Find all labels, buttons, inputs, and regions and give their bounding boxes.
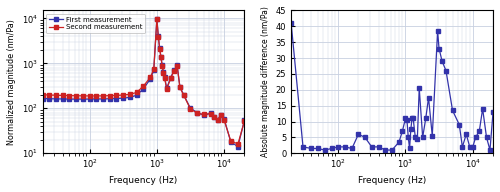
First measurement: [154, 18, 160, 20]
Second measurement: [164, 88, 170, 90]
Second measurement: [66, 94, 72, 97]
First measurement: [228, 141, 234, 143]
Second measurement: [228, 140, 234, 142]
First measurement: [148, 78, 154, 80]
Second measurement: [162, 76, 168, 79]
First measurement: [194, 112, 200, 114]
First measurement: [156, 35, 162, 37]
Y-axis label: Normalized magnitude (nm/Pa): Normalized magnitude (nm/Pa): [7, 19, 16, 145]
Second measurement: [73, 95, 79, 97]
Legend: First measurement, Second measurement: First measurement, Second measurement: [46, 14, 146, 33]
Second measurement: [211, 116, 217, 118]
First measurement: [235, 146, 241, 148]
First measurement: [93, 98, 99, 100]
First measurement: [140, 88, 146, 90]
Second measurement: [53, 94, 59, 96]
First measurement: [164, 87, 170, 89]
Second measurement: [134, 91, 140, 94]
First measurement: [134, 94, 140, 96]
First measurement: [73, 98, 79, 100]
First measurement: [127, 96, 133, 98]
First measurement: [114, 97, 119, 100]
First measurement: [156, 47, 162, 49]
Second measurement: [174, 65, 180, 67]
First measurement: [162, 76, 168, 78]
First measurement: [211, 116, 217, 118]
First measurement: [40, 97, 46, 100]
First measurement: [218, 114, 224, 116]
First measurement: [177, 86, 183, 88]
First measurement: [66, 98, 72, 100]
Second measurement: [180, 94, 186, 96]
Second measurement: [46, 94, 52, 96]
First measurement: [80, 98, 86, 100]
Second measurement: [156, 36, 162, 38]
First measurement: [180, 94, 186, 96]
First measurement: [158, 56, 164, 58]
Second measurement: [158, 56, 164, 59]
Second measurement: [168, 77, 173, 80]
First measurement: [171, 69, 177, 71]
First measurement: [100, 98, 106, 100]
First measurement: [242, 119, 248, 121]
Second measurement: [242, 120, 248, 122]
First measurement: [46, 98, 52, 100]
Second measurement: [159, 65, 165, 67]
Second measurement: [194, 112, 200, 115]
First measurement: [168, 76, 173, 79]
First measurement: [214, 119, 220, 121]
X-axis label: Frequency (Hz): Frequency (Hz): [358, 176, 426, 185]
Second measurement: [177, 86, 183, 89]
Second measurement: [40, 94, 46, 96]
Second measurement: [201, 113, 207, 116]
Second measurement: [171, 70, 177, 72]
Second measurement: [156, 48, 162, 50]
Second measurement: [148, 76, 154, 78]
First measurement: [201, 114, 207, 116]
First measurement: [86, 98, 92, 100]
Second measurement: [188, 108, 194, 110]
Second measurement: [127, 93, 133, 95]
First measurement: [208, 112, 214, 114]
Second measurement: [60, 94, 66, 97]
First measurement: [53, 98, 59, 100]
Second measurement: [208, 113, 214, 115]
Second measurement: [221, 119, 227, 122]
Second measurement: [114, 94, 119, 97]
Second measurement: [80, 95, 86, 97]
Second measurement: [107, 94, 113, 97]
First measurement: [107, 98, 113, 100]
Second measurement: [160, 72, 166, 74]
Second measurement: [93, 95, 99, 97]
Second measurement: [100, 95, 106, 97]
First measurement: [221, 118, 227, 120]
Second measurement: [86, 95, 92, 97]
Second measurement: [214, 118, 220, 121]
First measurement: [160, 71, 166, 73]
X-axis label: Frequency (Hz): Frequency (Hz): [110, 176, 178, 185]
Line: Second measurement: Second measurement: [41, 17, 246, 146]
First measurement: [188, 107, 194, 109]
Second measurement: [218, 113, 224, 116]
First measurement: [151, 69, 157, 71]
Line: First measurement: First measurement: [41, 17, 246, 148]
First measurement: [159, 64, 165, 67]
Second measurement: [235, 143, 241, 145]
Second measurement: [151, 68, 157, 70]
First measurement: [60, 98, 66, 100]
First measurement: [174, 64, 180, 67]
Second measurement: [154, 18, 160, 20]
Second measurement: [120, 94, 126, 96]
First measurement: [120, 97, 126, 99]
Y-axis label: Absolute magnitude difference (nm/Pa): Absolute magnitude difference (nm/Pa): [261, 6, 270, 157]
Second measurement: [140, 85, 146, 87]
